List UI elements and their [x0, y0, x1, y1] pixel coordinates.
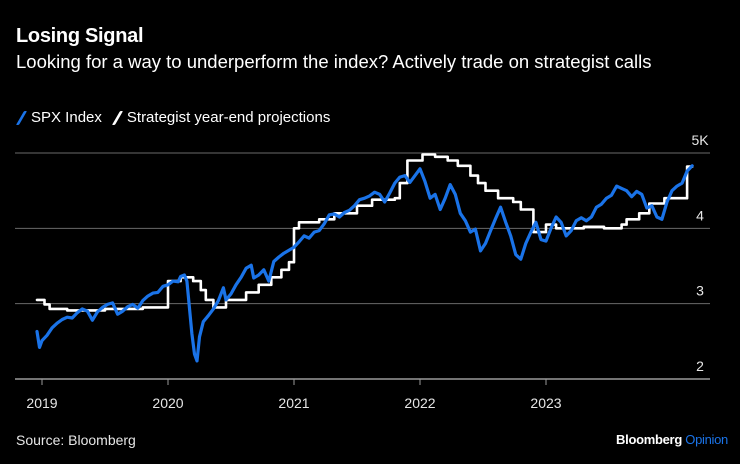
y-tick-label: 3 — [696, 283, 704, 299]
x-tick-label: 2019 — [26, 395, 57, 411]
brand-logo: Bloomberg Opinion — [616, 432, 728, 447]
legend-item-strategist: Strategist year-end projections — [111, 109, 331, 126]
legend-label-spx: SPX Index — [31, 109, 102, 126]
x-tick-label: 2023 — [530, 395, 561, 411]
x-tick-label: 2020 — [152, 395, 183, 411]
y-tick-label: 5K — [691, 132, 709, 148]
series-line-spx-index — [35, 164, 694, 363]
chart-title: Losing Signal — [16, 25, 144, 47]
series-line-strategist-projections — [35, 153, 694, 312]
source-note: Source: Bloomberg — [16, 432, 136, 448]
y-tick-label: 4 — [696, 207, 704, 223]
brand-main: Bloomberg — [616, 432, 682, 447]
y-tick-label: 2 — [696, 358, 704, 374]
brand-sub: Opinion — [685, 432, 728, 447]
chart-subtitle: Looking for a way to underperform the in… — [16, 51, 652, 72]
x-tick-label: 2021 — [278, 395, 309, 411]
x-tick-label: 2022 — [404, 395, 435, 411]
legend-label-strategist: Strategist year-end projections — [126, 109, 331, 126]
legend: SPX Index Strategist year-end projection… — [15, 109, 340, 126]
legend-item-spx: SPX Index — [15, 109, 102, 126]
